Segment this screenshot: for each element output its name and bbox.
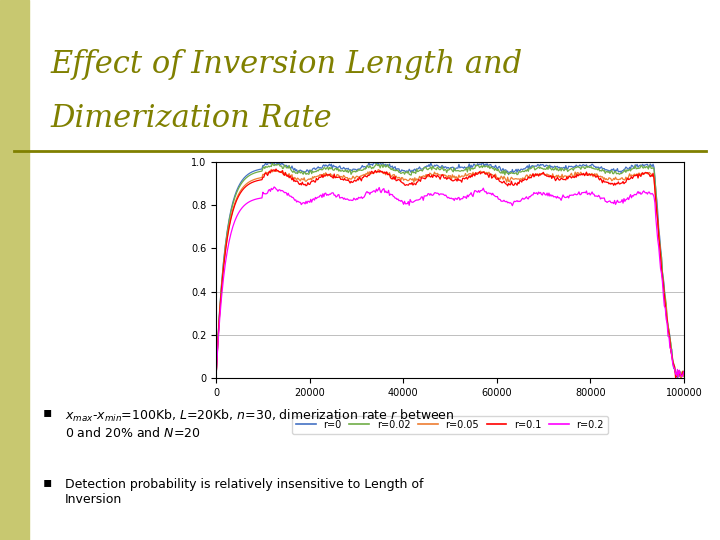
Text: $x_{max}$-$x_{min}$=100Kb, $L$=20Kb, $n$=30, dimerization rate $r$ between
0 and: $x_{max}$-$x_{min}$=100Kb, $L$=20Kb, $n$… — [65, 408, 454, 440]
r=0.1 — [435, 174, 444, 180]
r=0.05 — [466, 170, 474, 177]
r=0.02 — [596, 167, 605, 174]
r=0.2 — [596, 195, 605, 202]
r=0.1 — [212, 375, 220, 381]
Text: Detection probability is relatively insensitive to Length of
Inversion: Detection probability is relatively inse… — [65, 478, 423, 506]
r=0 — [491, 162, 500, 168]
Line: r=0.2: r=0.2 — [216, 187, 684, 378]
r=0 — [466, 165, 474, 172]
r=0.1 — [466, 174, 474, 181]
Text: ▪: ▪ — [43, 475, 53, 489]
r=0.2 — [435, 192, 444, 198]
r=0.05 — [491, 171, 500, 177]
r=0.02 — [212, 375, 220, 381]
r=0.05 — [212, 375, 220, 381]
r=0 — [212, 375, 220, 381]
Text: ▪: ▪ — [43, 405, 53, 419]
Text: Effect of Inversion Length and: Effect of Inversion Length and — [50, 49, 523, 79]
Legend: r=0, r=0.02, r=0.05, r=0.1, r=0.2: r=0, r=0.02, r=0.05, r=0.1, r=0.2 — [292, 416, 608, 434]
r=0.2 — [491, 193, 500, 200]
r=0.2 — [670, 364, 678, 370]
r=0.2 — [466, 191, 474, 198]
r=0 — [680, 373, 688, 379]
r=0.02 — [438, 164, 446, 170]
Line: r=0.05: r=0.05 — [216, 170, 684, 378]
r=0 — [435, 164, 444, 170]
r=0.2 — [270, 184, 279, 190]
r=0.1 — [491, 174, 500, 181]
r=0.2 — [212, 375, 220, 381]
r=0.02 — [670, 360, 678, 367]
r=0.05 — [596, 173, 605, 179]
r=0.02 — [435, 166, 444, 173]
r=0.05 — [438, 172, 446, 178]
r=0.02 — [680, 372, 688, 379]
r=0 — [596, 164, 605, 171]
r=0.1 — [438, 172, 446, 178]
r=0 — [670, 365, 678, 372]
Line: r=0.02: r=0.02 — [216, 163, 684, 378]
r=0.1 — [670, 361, 678, 368]
r=0.05 — [267, 166, 276, 173]
Line: r=0: r=0 — [216, 162, 684, 378]
r=0.1 — [596, 175, 605, 181]
r=0.05 — [435, 172, 444, 178]
Text: Dimerization Rate: Dimerization Rate — [50, 103, 332, 133]
Line: r=0.1: r=0.1 — [216, 169, 684, 378]
r=0.02 — [491, 165, 500, 172]
r=0.1 — [680, 370, 688, 377]
r=0 — [438, 163, 446, 169]
r=0.2 — [438, 191, 446, 198]
r=0.02 — [268, 160, 276, 166]
r=0.1 — [271, 166, 280, 172]
r=0.02 — [466, 167, 474, 174]
r=0.05 — [670, 363, 678, 369]
r=0.2 — [680, 368, 688, 375]
r=0.05 — [680, 371, 688, 377]
r=0 — [373, 159, 382, 165]
